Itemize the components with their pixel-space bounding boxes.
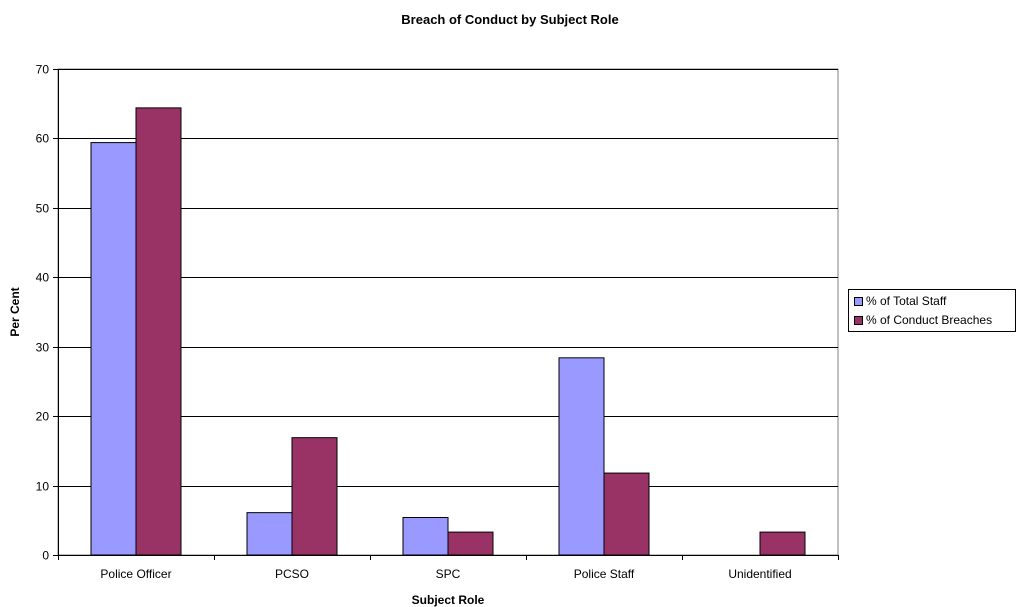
- bar: [402, 517, 449, 556]
- y-tick-label: 20: [36, 410, 50, 424]
- chart-title: Breach of Conduct by Subject Role: [401, 12, 618, 27]
- y-tick-label: 60: [36, 132, 50, 146]
- chart-legend: % of Total Staff % of Conduct Breaches: [848, 289, 1016, 332]
- x-axis-title: Subject Role: [412, 593, 485, 607]
- x-tick-label: SPC: [436, 567, 461, 581]
- x-tick-label: Unidentified: [728, 567, 791, 581]
- y-tick-label: 10: [36, 480, 50, 494]
- x-tick-label: Police Staff: [574, 567, 635, 581]
- bar: [603, 472, 650, 556]
- bar: [558, 357, 605, 556]
- bar: [291, 437, 338, 556]
- y-tick-label: 70: [36, 63, 50, 77]
- y-axis-title: Per Cent: [8, 287, 22, 336]
- x-tick-label: Police Officer: [100, 567, 171, 581]
- bar: [759, 531, 806, 556]
- legend-swatch-total-staff: [854, 296, 863, 306]
- legend-item-total-staff: % of Total Staff: [854, 294, 946, 308]
- bar: [246, 512, 293, 556]
- legend-swatch-conduct-breaches: [854, 315, 863, 325]
- plot-area: 0 10 20 30 40 50 60 70 Police Officer PCSO SPC Poli…: [36, 63, 839, 581]
- y-tick-label: 40: [36, 271, 50, 285]
- bar: [447, 531, 494, 556]
- x-tick-label: PCSO: [275, 567, 309, 581]
- y-tick-label: 30: [36, 341, 50, 355]
- legend-label-conduct-breaches: % of Conduct Breaches: [866, 313, 993, 327]
- legend-item-conduct-breaches: % of Conduct Breaches: [854, 313, 992, 327]
- bar: [90, 142, 137, 556]
- y-tick-label: 0: [42, 549, 49, 563]
- legend-label-total-staff: % of Total Staff: [866, 294, 947, 308]
- bar: [135, 107, 182, 556]
- plot-frame: [57, 68, 839, 556]
- y-tick-label: 50: [36, 202, 50, 216]
